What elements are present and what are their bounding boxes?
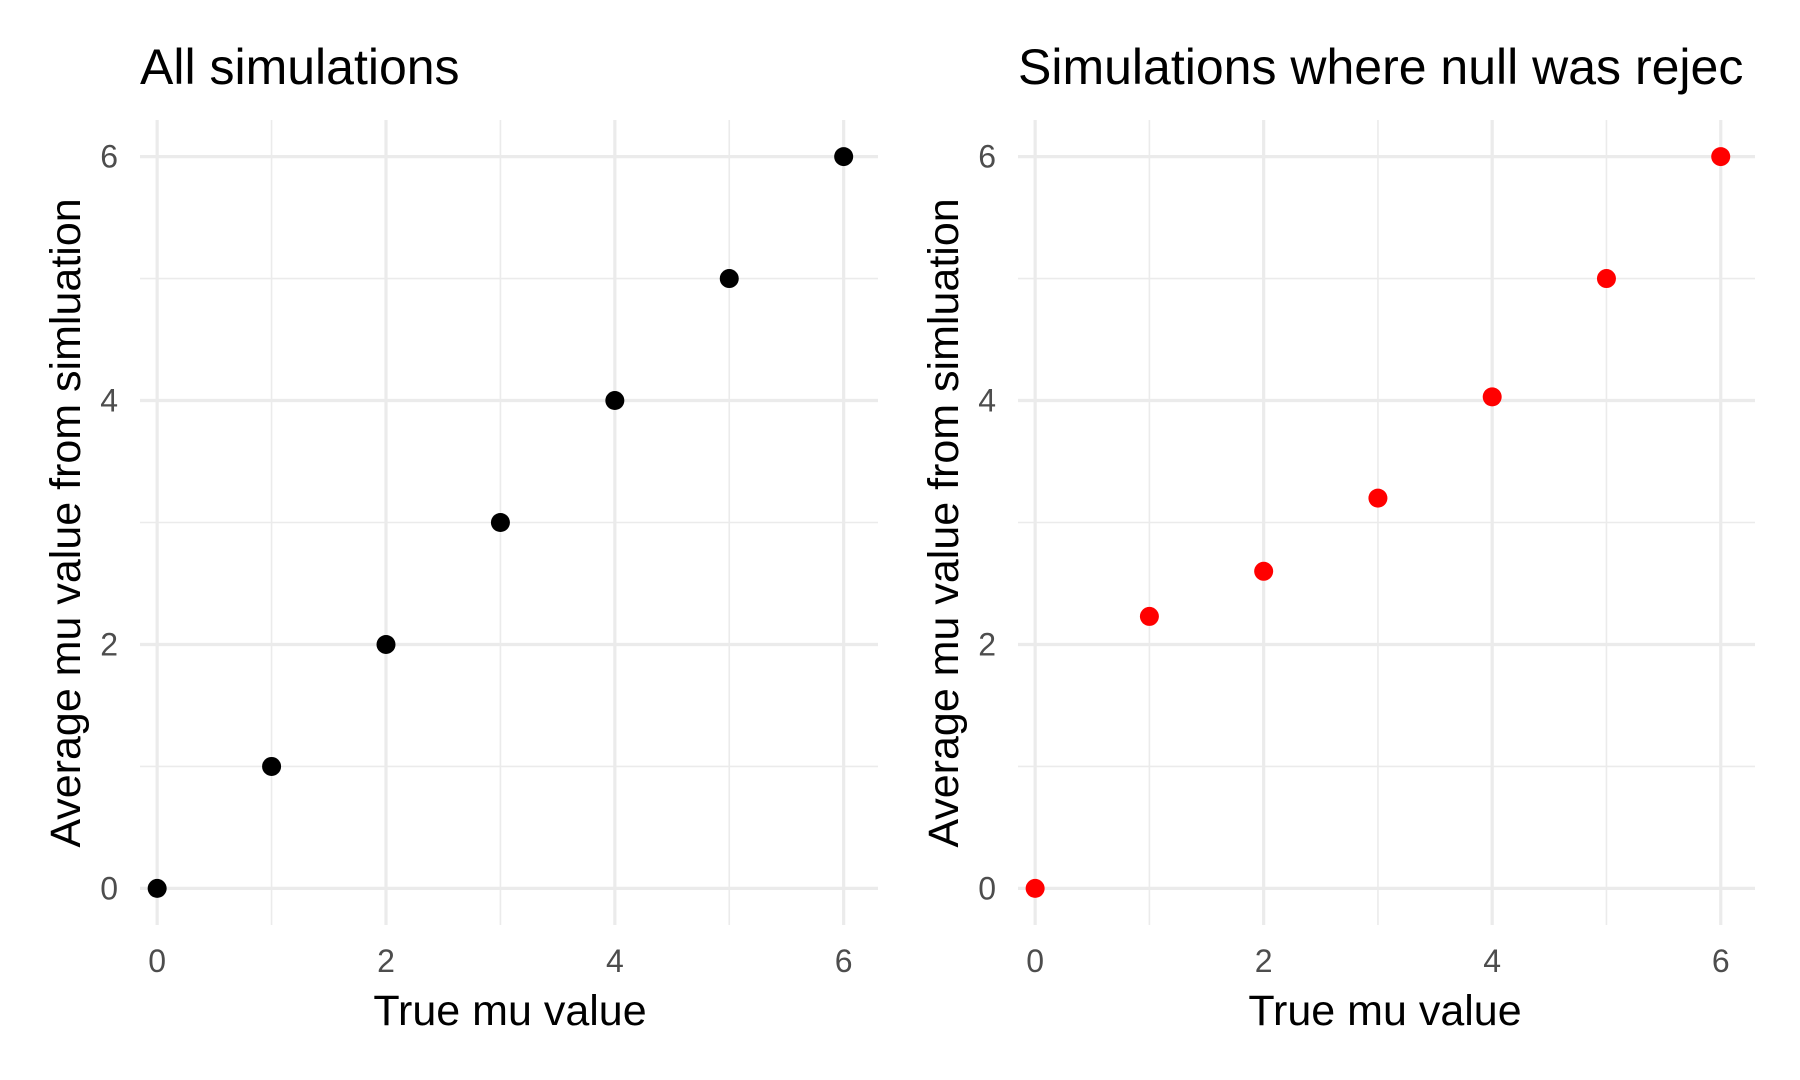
data-point — [1596, 269, 1616, 289]
x-tick-label: 6 — [835, 943, 853, 979]
x-tick-label: 2 — [1255, 943, 1273, 979]
data-point — [1368, 488, 1388, 508]
y-tick-label: 2 — [978, 626, 996, 662]
y-axis-title: Average mu value from simluation — [42, 198, 90, 847]
x-tick-label: 0 — [148, 943, 166, 979]
data-point — [1482, 387, 1502, 407]
data-point — [1254, 561, 1274, 581]
panel-title: All simulations — [140, 39, 460, 95]
y-tick-label: 4 — [100, 383, 118, 419]
panel-null-rejected: Simulations where null was rejec 0 2 4 6 0 2 4… — [920, 39, 1755, 1035]
data-point — [605, 391, 625, 411]
plot-area: 0 2 4 6 0 2 4 6 — [978, 120, 1755, 979]
x-tick-label: 2 — [377, 943, 395, 979]
x-tick-label: 4 — [606, 943, 624, 979]
y-axis-title: Average mu value from simluation — [920, 198, 968, 847]
panel-title: Simulations where null was rejec — [1018, 39, 1743, 95]
data-point — [834, 147, 854, 167]
x-tick-label: 6 — [1712, 943, 1730, 979]
plot-area: 0 2 4 6 0 2 4 6 — [100, 120, 878, 979]
y-tick-label: 4 — [978, 383, 996, 419]
x-tick-label: 4 — [1483, 943, 1501, 979]
data-point — [147, 878, 167, 898]
x-axis-title: True mu value — [373, 987, 646, 1035]
y-tick-label: 6 — [978, 139, 996, 175]
y-tick-label: 2 — [100, 626, 118, 662]
y-tick-label: 6 — [100, 139, 118, 175]
panel-all-simulations: All simulations 0 2 4 6 0 2 4 6 True mu value A… — [42, 39, 878, 1035]
data-point — [1711, 147, 1731, 167]
data-point — [376, 634, 396, 654]
data-point — [490, 513, 510, 532]
x-tick-label: 0 — [1026, 943, 1044, 979]
x-axis-title: True mu value — [1248, 987, 1521, 1035]
data-point — [1139, 606, 1159, 626]
data-point — [262, 756, 282, 776]
data-point — [719, 269, 739, 289]
data-point — [1025, 878, 1045, 898]
y-tick-label: 0 — [978, 870, 996, 906]
y-tick-label: 0 — [100, 870, 118, 906]
